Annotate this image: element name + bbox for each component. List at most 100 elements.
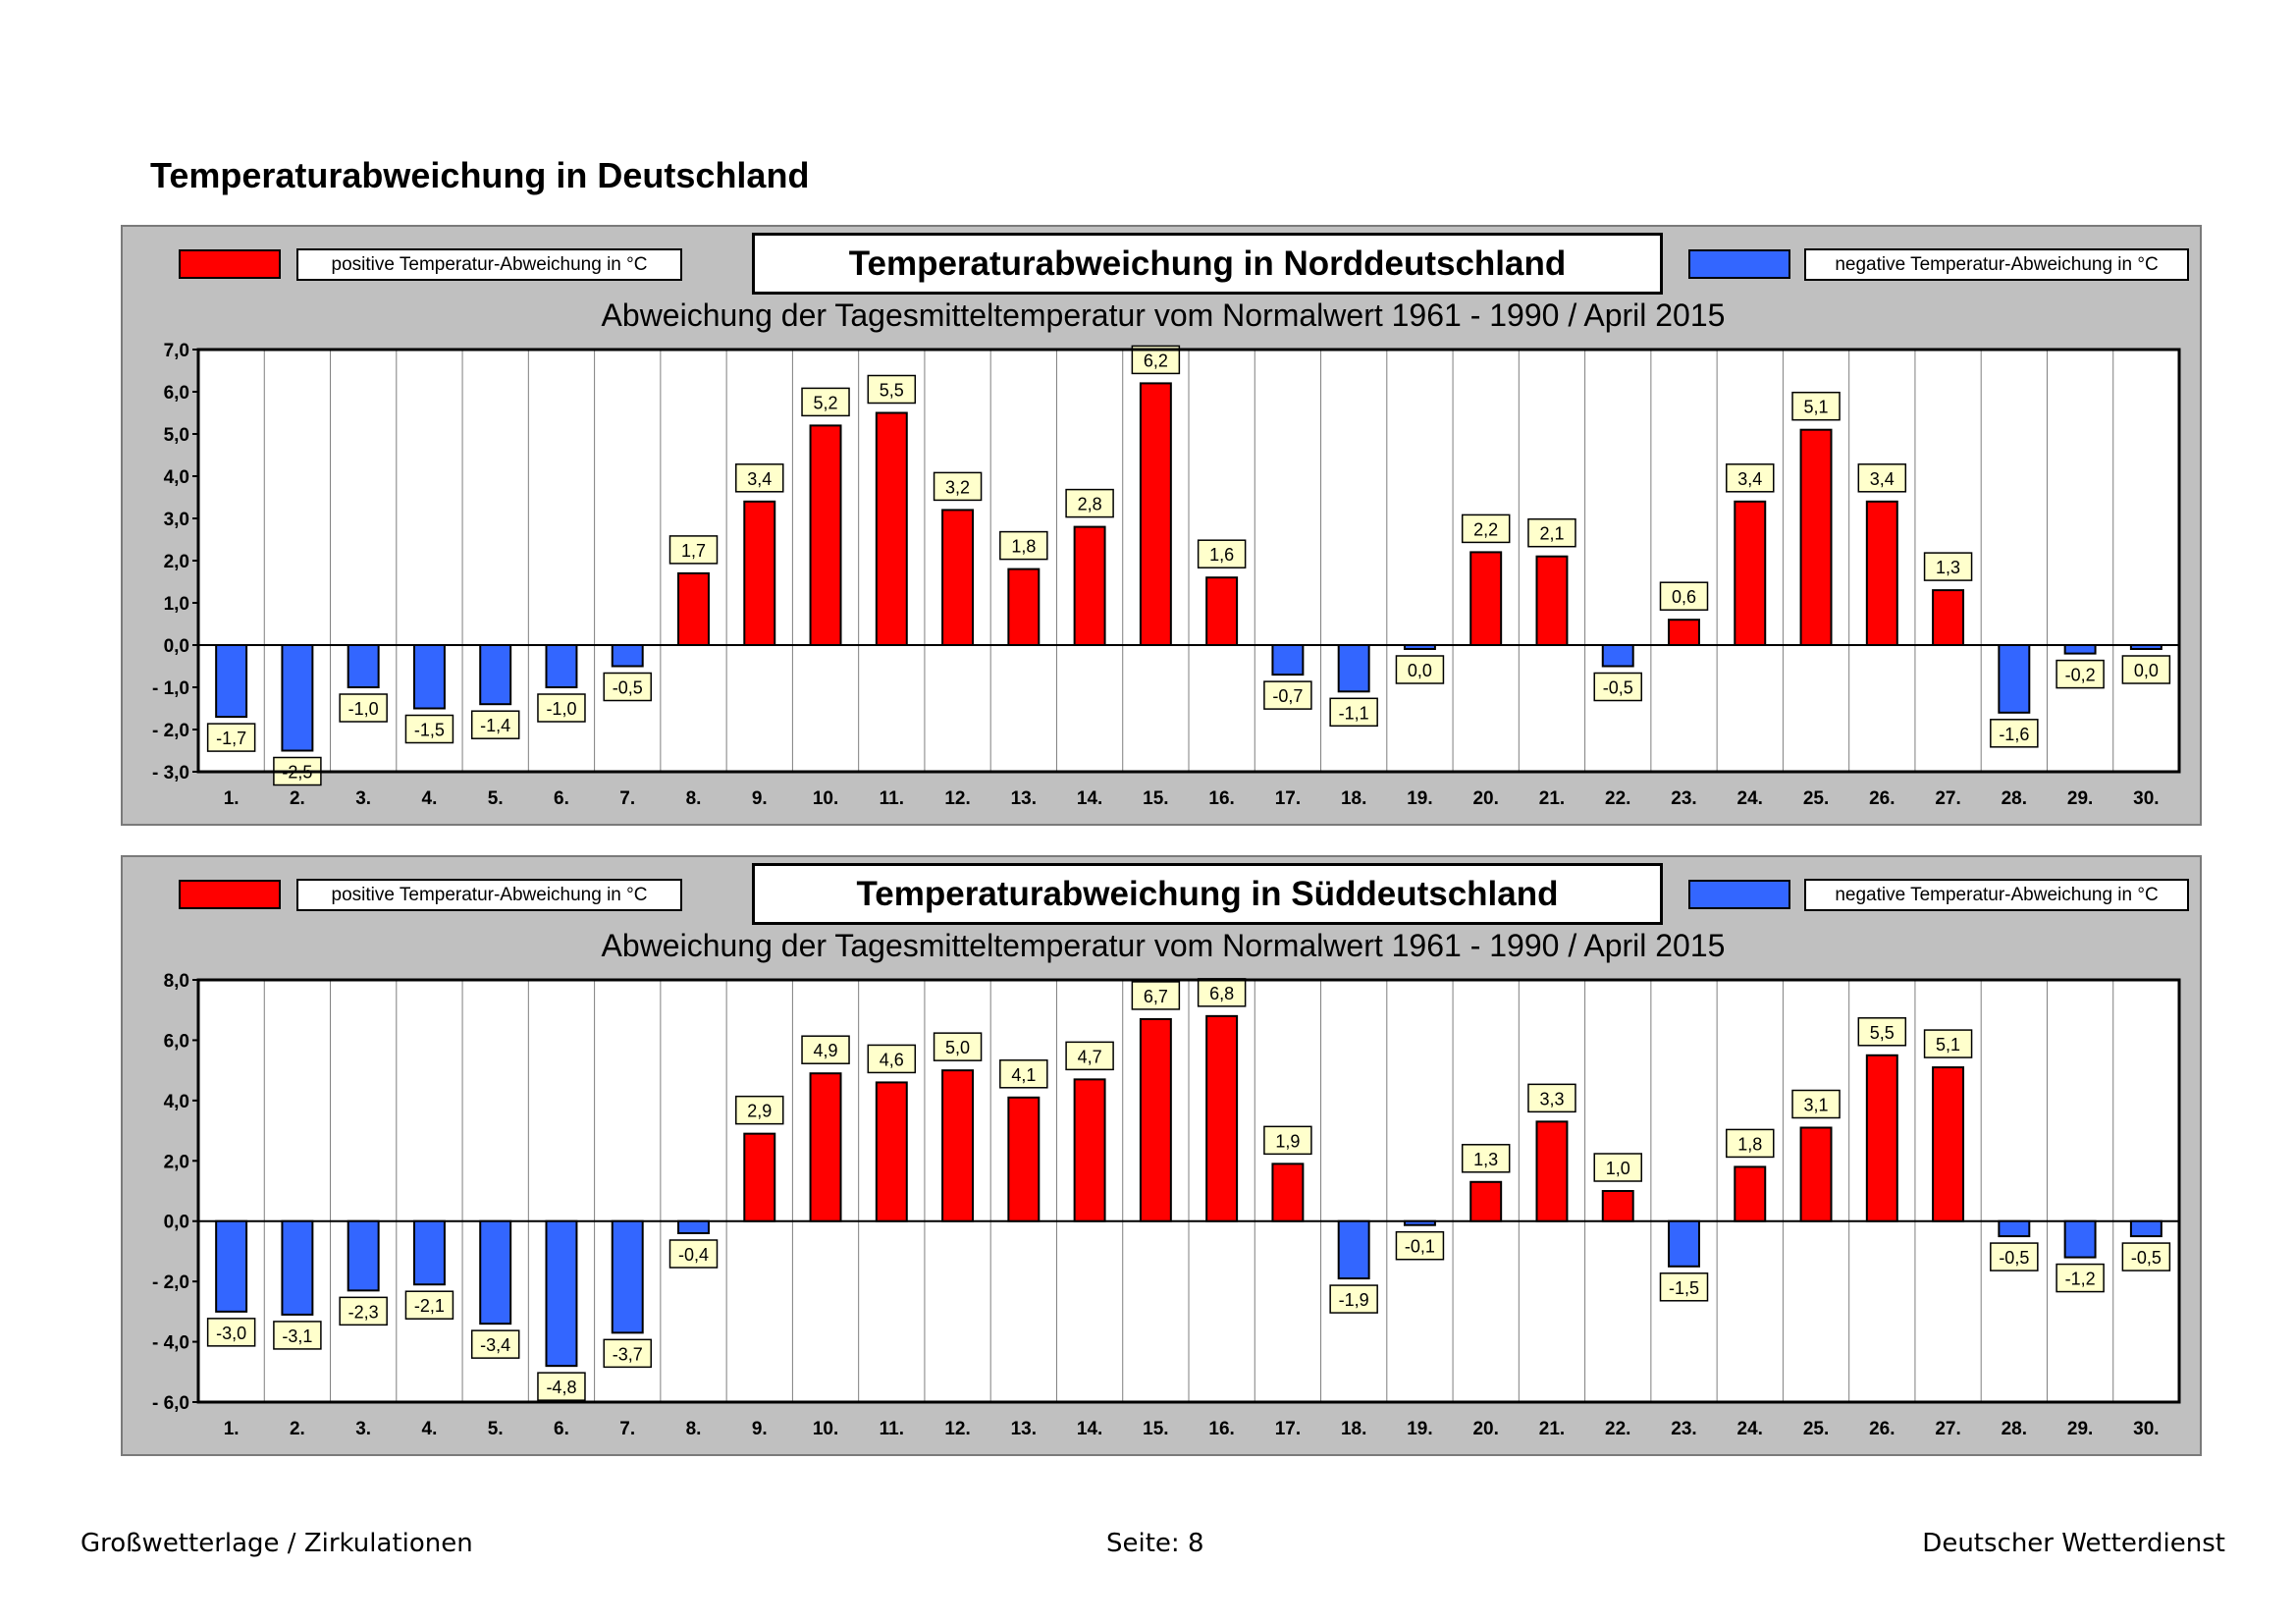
data-label: -0,2 xyxy=(2065,666,2096,685)
bar xyxy=(1205,576,1239,647)
bar xyxy=(1799,428,1833,646)
data-label-box xyxy=(339,1296,388,1326)
x-tick-label: 22. xyxy=(1605,1419,1630,1439)
x-tick-label: 14. xyxy=(1077,788,1102,809)
data-label-box xyxy=(273,1321,322,1350)
x-tick-label: 6. xyxy=(554,1419,569,1439)
x-tick-label: 22. xyxy=(1605,788,1630,809)
data-label: 1,3 xyxy=(1473,1150,1498,1169)
chart-title-north: Temperaturabweichung in Norddeutschland xyxy=(752,233,1663,295)
data-label-box xyxy=(1395,655,1445,684)
bar xyxy=(479,1219,512,1325)
data-label-box xyxy=(1726,1128,1775,1159)
page-title: Temperaturabweichung in Deutschland xyxy=(150,155,810,195)
data-label: -0,4 xyxy=(678,1245,709,1265)
data-label: 3,4 xyxy=(1870,469,1895,489)
legend-label-negative: negative Temperatur-Abweichung in °C xyxy=(1804,879,2189,911)
bar xyxy=(611,1219,644,1334)
bar-chart-north: 7,0 6,0 5,0 4,0 3,0 2,0 1,0 0,0 - 1,0 - 2,0 - 3,0 -… xyxy=(152,341,2181,809)
x-tick-label: 26. xyxy=(1869,788,1895,809)
data-label: 4,6 xyxy=(880,1050,904,1069)
bar xyxy=(875,1081,908,1222)
y-tick-label: 0,0 xyxy=(164,636,189,657)
x-tick-label: 24. xyxy=(1737,788,1763,809)
data-label-box xyxy=(1263,680,1312,710)
data-label: -1,0 xyxy=(546,699,576,719)
data-label-box xyxy=(1065,1041,1114,1071)
x-tick-label: 8. xyxy=(686,1419,702,1439)
data-label-box xyxy=(206,723,256,752)
data-label: -1,1 xyxy=(1339,703,1369,723)
bar xyxy=(1998,1219,2031,1238)
x-tick-label: 18. xyxy=(1341,788,1366,809)
bar xyxy=(1073,525,1106,647)
x-tick-label: 27. xyxy=(1935,1419,1960,1439)
y-tick-label: - 4,0 xyxy=(152,1333,189,1354)
data-label: -3,7 xyxy=(613,1344,643,1364)
bar xyxy=(677,571,710,646)
data-label: 2,9 xyxy=(747,1102,772,1121)
x-tick-label: 3. xyxy=(355,1419,371,1439)
x-tick-label: 20. xyxy=(1472,788,1498,809)
y-tick-label: 5,0 xyxy=(164,425,189,446)
bar xyxy=(809,1072,842,1222)
data-label: -2,1 xyxy=(414,1296,445,1316)
data-label: -1,5 xyxy=(414,721,445,740)
data-label-box xyxy=(1329,697,1378,728)
bar xyxy=(1337,1219,1370,1280)
data-label-box xyxy=(404,1290,454,1320)
data-label: 3,4 xyxy=(1737,469,1762,489)
bar xyxy=(1139,1017,1172,1222)
bar xyxy=(1535,1120,1569,1222)
plot-border xyxy=(196,978,2181,1404)
bar xyxy=(1734,1165,1767,1222)
bar xyxy=(1469,551,1503,646)
footer-right: Deutscher Wetterdienst xyxy=(1922,1529,2225,1558)
footer-page-number: Seite: 8 xyxy=(1106,1529,1204,1558)
bar xyxy=(611,644,644,668)
data-label-box xyxy=(668,1239,719,1269)
data-label-box xyxy=(668,535,719,565)
legend-swatch-negative xyxy=(1688,249,1790,279)
data-label: 3,4 xyxy=(747,469,772,489)
data-label-box xyxy=(470,710,520,739)
data-label: -1,9 xyxy=(1339,1290,1369,1310)
x-tick-label: 16. xyxy=(1208,1419,1234,1439)
data-label-box xyxy=(537,1372,586,1401)
data-label-box xyxy=(1659,1272,1709,1302)
data-label-box xyxy=(1990,719,2039,748)
y-tick-label: - 2,0 xyxy=(152,721,189,741)
bar-chart-south: 8,0 6,0 4,0 2,0 0,0 - 2,0 - 4,0 - 6,0 -3,0 1. -3,1… xyxy=(152,971,2181,1439)
x-tick-label: 29. xyxy=(2067,1419,2093,1439)
data-label: 1,6 xyxy=(1209,545,1234,565)
data-label: 0,0 xyxy=(2134,661,2159,680)
x-tick-label: 16. xyxy=(1208,788,1234,809)
x-tick-label: 9. xyxy=(752,788,768,809)
x-tick-label: 21. xyxy=(1539,788,1565,809)
data-label-box xyxy=(1990,1242,2039,1271)
bar xyxy=(1734,500,1767,646)
bar xyxy=(743,1132,776,1222)
bar xyxy=(215,1219,248,1313)
bar xyxy=(281,1219,314,1316)
x-tick-label: 11. xyxy=(880,1419,904,1439)
bar xyxy=(875,411,908,646)
x-tick-label: 7. xyxy=(619,1419,635,1439)
data-label-box xyxy=(1791,391,1841,421)
bar xyxy=(1073,1078,1106,1222)
bar xyxy=(2063,644,2097,655)
data-label-box xyxy=(1791,1089,1841,1119)
data-label-box xyxy=(2056,1263,2105,1293)
bar xyxy=(1932,589,1965,647)
chart-panel-south: positive Temperatur-Abweichung in °C Tem… xyxy=(121,855,2202,1456)
data-label: 1,3 xyxy=(1936,558,1960,577)
data-label-box xyxy=(603,1338,652,1369)
data-label-box xyxy=(1857,463,1907,493)
x-tick-label: 2. xyxy=(290,788,305,809)
x-tick-label: 17. xyxy=(1275,1419,1301,1439)
x-tick-label: 11. xyxy=(880,788,904,809)
chart-subtitle-north: Abweichung der Tagesmitteltemperatur vom… xyxy=(601,298,1726,333)
data-label: -3,4 xyxy=(480,1335,510,1355)
bar xyxy=(1469,1180,1503,1222)
bar xyxy=(412,644,446,710)
